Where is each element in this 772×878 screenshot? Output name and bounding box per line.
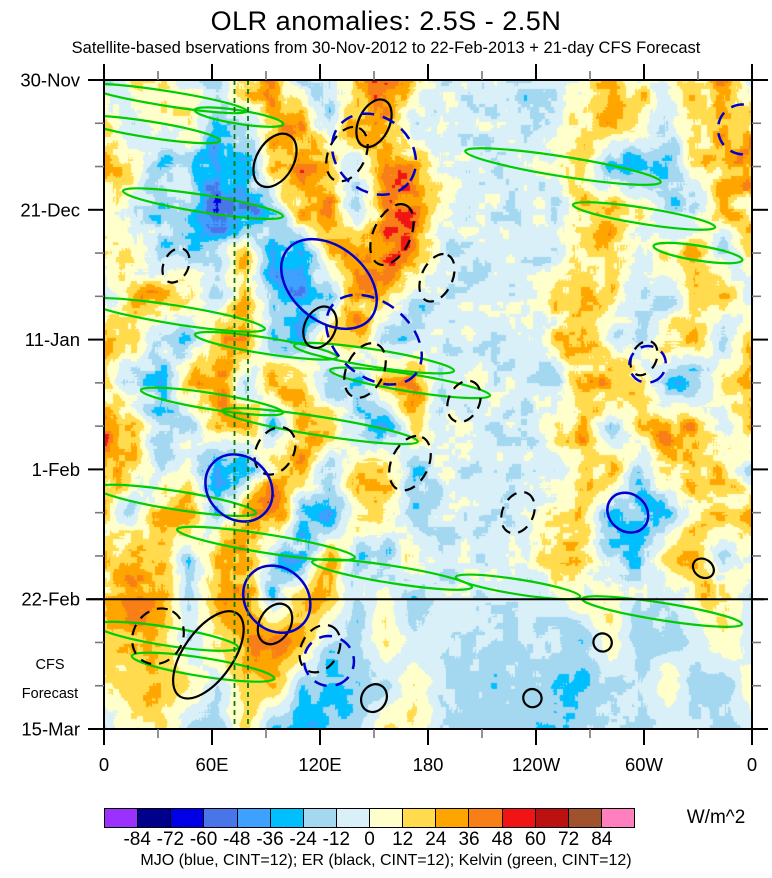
colorbar-segment [435, 809, 469, 827]
colorbar-tick-label: -24 [289, 829, 317, 850]
page-title: OLR anomalies: 2.5S - 2.5N [210, 6, 562, 36]
x-axis-tick-label: 60E [196, 754, 229, 775]
colorbar-segment [170, 809, 204, 827]
colorbar-segment [534, 809, 568, 827]
contour-legend: MJO (blue, CINT=12); ER (black, CINT=12)… [140, 852, 632, 869]
colorbar-segment [105, 809, 138, 827]
y-axis-tick-label: 11-Jan [25, 329, 80, 350]
x-axis-tick-label: 0 [747, 754, 757, 775]
y-axis-tick-label: 30-Nov [20, 70, 80, 91]
colorbar-segment [302, 809, 336, 827]
x-axis-tick-label: 120W [512, 754, 561, 775]
cfs-forecast-note-line2: Forecast [21, 686, 79, 702]
colorbar-segment [369, 809, 403, 827]
colorbar-segment [600, 809, 634, 827]
colorbar-tick-label: 36 [458, 829, 480, 850]
colorbar-tick-label: -72 [156, 829, 185, 850]
colorbar-segment [501, 809, 535, 827]
colorbar-tick-label: 60 [524, 829, 546, 850]
colorbar-tick-label: -84 [123, 829, 151, 850]
y-axis-tick-label: 15-Mar [21, 719, 80, 740]
x-axis-tick-label: 120E [298, 754, 341, 775]
olr-anomaly-field [104, 80, 752, 729]
colorbar-tick-label: -60 [189, 829, 218, 850]
colorbar-tick-label: 72 [558, 829, 580, 850]
x-axis-tick-label: 180 [413, 754, 444, 775]
y-axis-tick-label: 21-Dec [20, 199, 80, 220]
colorbar-tick-label: 84 [591, 829, 613, 850]
x-axis-tick-label: 60W [625, 754, 664, 775]
cfs-forecast-note: CFS [35, 657, 65, 673]
colorbar-tick-label: -12 [322, 829, 351, 850]
colorbar-tick-label: -48 [223, 829, 251, 850]
colorbar-segment [269, 809, 303, 827]
x-axis-tick-label: 0 [99, 754, 109, 775]
colorbar-tick-label: 0 [364, 829, 375, 850]
colorbar [104, 808, 635, 828]
colorbar-segment [203, 809, 237, 827]
colorbar-segment [236, 809, 270, 827]
colorbar-tick-label: 24 [425, 829, 447, 850]
colorbar-tick-label: 12 [392, 829, 414, 850]
colorbar-segment [402, 809, 436, 827]
colorbar-units: W/m^2 [686, 807, 746, 828]
colorbar-tick-label: 48 [491, 829, 513, 850]
colorbar-segment [567, 809, 601, 827]
figure-subtitle: Satellite-based bservations from 30-Nov-… [71, 39, 701, 57]
colorbar-segment [137, 809, 171, 827]
y-axis-tick-label: 22-Feb [21, 589, 80, 610]
y-axis-tick-label: 1-Feb [32, 459, 80, 480]
colorbar-tick-label: -36 [256, 829, 284, 850]
colorbar-segment [335, 809, 369, 827]
colorbar-segment [468, 809, 502, 827]
